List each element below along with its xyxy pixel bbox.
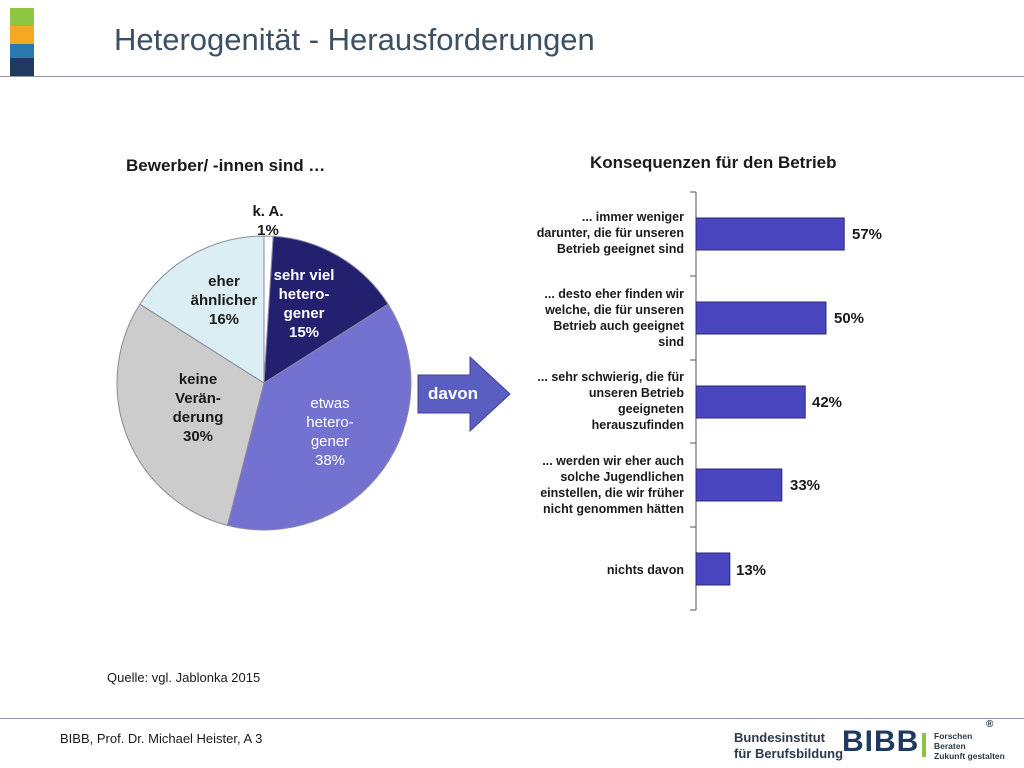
category-line: sind bbox=[658, 335, 684, 349]
bar bbox=[695, 385, 806, 419]
category-line: unseren Betrieb bbox=[588, 386, 684, 400]
accent-navy bbox=[10, 58, 34, 76]
bar-value-label: 57% bbox=[852, 226, 883, 243]
pie-label-line: gener bbox=[283, 305, 325, 322]
category-line: darunter, die für unseren bbox=[536, 226, 684, 240]
category-line: welche, die für unseren bbox=[545, 303, 684, 317]
pie-label-line: ähnlicher bbox=[190, 292, 258, 309]
bar-category-label: ... desto eher finden wir welche, die fü… bbox=[544, 286, 684, 350]
source-note: Quelle: vgl. Jablonka 2015 bbox=[107, 670, 261, 685]
category-line: nichts davon bbox=[606, 563, 684, 577]
pie-label-line: Verän- bbox=[175, 390, 221, 407]
pie-value: 38% bbox=[314, 452, 346, 469]
arrow-label: davon bbox=[428, 384, 479, 403]
accent-orange bbox=[10, 26, 34, 44]
tagline-line: Forschen bbox=[934, 731, 973, 741]
footer-divider bbox=[0, 718, 1024, 719]
pie-label-line: eher bbox=[208, 273, 240, 290]
pie-label-etwas: etwas hetero- gener 38% bbox=[285, 394, 375, 470]
accent-green bbox=[10, 8, 34, 26]
pie-label-line: hetero- bbox=[306, 414, 354, 431]
category-line: Betrieb geeignet sind bbox=[556, 242, 684, 256]
logo-accent bbox=[922, 733, 926, 757]
category-line: einstellen, die wir früher bbox=[540, 486, 684, 500]
logo-mark: BIBB bbox=[842, 725, 920, 758]
category-line: ... werden wir eher auch bbox=[542, 454, 684, 468]
pie-label-line: k. A. bbox=[252, 203, 284, 220]
category-line: geeigneten bbox=[618, 402, 684, 416]
category-line: solche Jugendlichen bbox=[560, 470, 684, 484]
pie-value: 1% bbox=[257, 222, 279, 239]
bar-chart-title: Konsequenzen für den Betrieb bbox=[590, 153, 837, 172]
pie-label-keine: keine Verän- derung 30% bbox=[156, 370, 240, 446]
pie-label-line: gener bbox=[310, 433, 350, 450]
footer-text: BIBB, Prof. Dr. Michael Heister, A 3 bbox=[60, 731, 263, 746]
category-line: nicht genommen hätten bbox=[543, 502, 684, 516]
title-divider bbox=[0, 76, 1024, 77]
pie-label-line: derung bbox=[172, 409, 224, 426]
bar-value-label: 50% bbox=[834, 310, 865, 327]
bar bbox=[695, 217, 845, 251]
pie-slice bbox=[226, 303, 412, 531]
slide-title: Heterogenität - Herausforderungen bbox=[114, 22, 595, 57]
bar bbox=[695, 468, 783, 502]
accent-blue bbox=[10, 44, 34, 58]
bar-category-label: ... sehr schwierig, die für unseren Betr… bbox=[537, 369, 684, 433]
pie-label-eher: eher ähnlicher 16% bbox=[176, 272, 272, 329]
bar-category-label: ... immer weniger darunter, die für unse… bbox=[537, 209, 684, 257]
category-line: ... immer weniger bbox=[581, 210, 684, 224]
bar bbox=[695, 301, 827, 335]
bibb-logo: Bundesinstitut für Berufsbildung BIBB Fo… bbox=[734, 719, 1016, 765]
tagline-line: Zukunft gestalten bbox=[934, 751, 1005, 761]
pie-value: 16% bbox=[208, 311, 240, 328]
registered-mark: ® bbox=[986, 719, 994, 730]
category-line: herauszufinden bbox=[591, 418, 684, 432]
tagline-line: Beraten bbox=[934, 741, 966, 751]
bar-value-label: 13% bbox=[736, 562, 767, 579]
pie-label-line: hetero- bbox=[278, 286, 330, 303]
bar-value-label: 42% bbox=[812, 394, 843, 411]
pie-label-k-a: k. A. 1% bbox=[238, 202, 298, 240]
category-line: Betrieb auch geeignet bbox=[553, 319, 684, 333]
pie-label-line: keine bbox=[178, 371, 218, 388]
bar-value-label: 33% bbox=[790, 477, 821, 494]
logo-tagline: Forschen Beraten Zukunft gestalten bbox=[934, 731, 1005, 761]
pie-slice bbox=[139, 235, 265, 384]
pie-chart-title: Bewerber/ -innen sind … bbox=[126, 156, 326, 175]
pie-slice bbox=[263, 235, 389, 384]
pie-slice bbox=[116, 303, 265, 526]
bar-category-label: nichts davon bbox=[607, 562, 684, 578]
category-line: ... desto eher finden wir bbox=[544, 287, 684, 301]
category-line: ... sehr schwierig, die für bbox=[537, 370, 684, 384]
pie-value: 30% bbox=[182, 428, 214, 445]
pie-label-line: sehr viel bbox=[273, 267, 335, 284]
accent-bar bbox=[10, 8, 34, 76]
pie-label-line: etwas bbox=[310, 395, 350, 412]
bar bbox=[695, 552, 731, 586]
logo-line-2: für Berufsbildung bbox=[734, 746, 844, 761]
bar-category-label: ... werden wir eher auch solche Jugendli… bbox=[540, 453, 684, 517]
pie-value: 15% bbox=[288, 324, 320, 341]
logo-line-1: Bundesinstitut bbox=[734, 730, 825, 745]
davon-arrow bbox=[417, 355, 511, 433]
pie-label-sehr-viel: sehr viel hetero- gener 15% bbox=[262, 266, 346, 342]
